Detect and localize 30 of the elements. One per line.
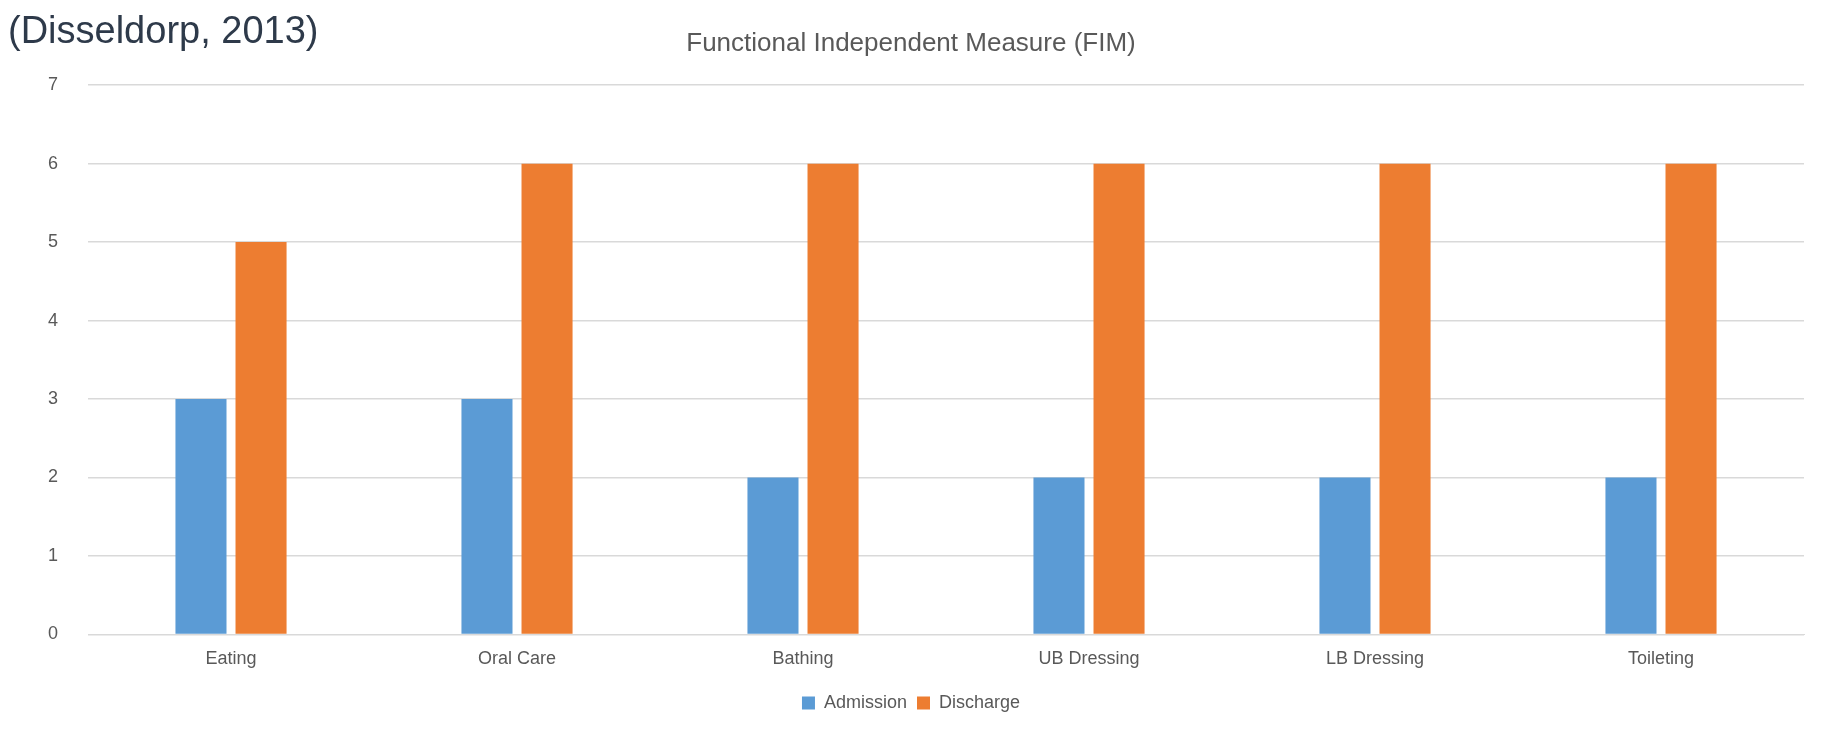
text: (Disseldorp, 2013)	[8, 8, 319, 52]
legend-label: Admission	[823, 691, 907, 712]
y-tick-label: 6	[48, 152, 59, 173]
y-tick-label: 7	[48, 74, 59, 95]
x-tick-label: UB Dressing	[1038, 648, 1140, 669]
y-tick-label: 3	[48, 388, 59, 408]
bar	[521, 163, 573, 634]
legend-label: Discharge	[939, 691, 1021, 712]
x-tick-label: Eating	[205, 648, 257, 669]
bar	[1665, 163, 1717, 634]
bar	[1093, 163, 1145, 634]
y-tick-label: 1	[48, 544, 59, 565]
bar	[235, 242, 287, 634]
bar	[1033, 477, 1085, 634]
bar	[1379, 163, 1431, 634]
bar	[175, 399, 227, 634]
y-tick-label: 4	[48, 309, 59, 330]
y-tick-label: 5	[48, 231, 59, 252]
x-tick-label: Toileting	[1627, 648, 1695, 669]
x-tick-label: Bathing	[772, 648, 834, 669]
y-tick-label: 2	[48, 466, 59, 487]
x-tick-label: Oral Care	[477, 648, 557, 669]
x-tick-label: LB Dressing	[1325, 648, 1425, 669]
chart-title: Functional Independent Measure (FIM)	[686, 26, 1136, 57]
y-tick-label: 0	[48, 623, 59, 644]
bar	[747, 477, 799, 634]
bar	[1605, 477, 1657, 634]
bar	[1319, 477, 1371, 634]
bar	[461, 399, 513, 634]
bar	[807, 163, 859, 634]
